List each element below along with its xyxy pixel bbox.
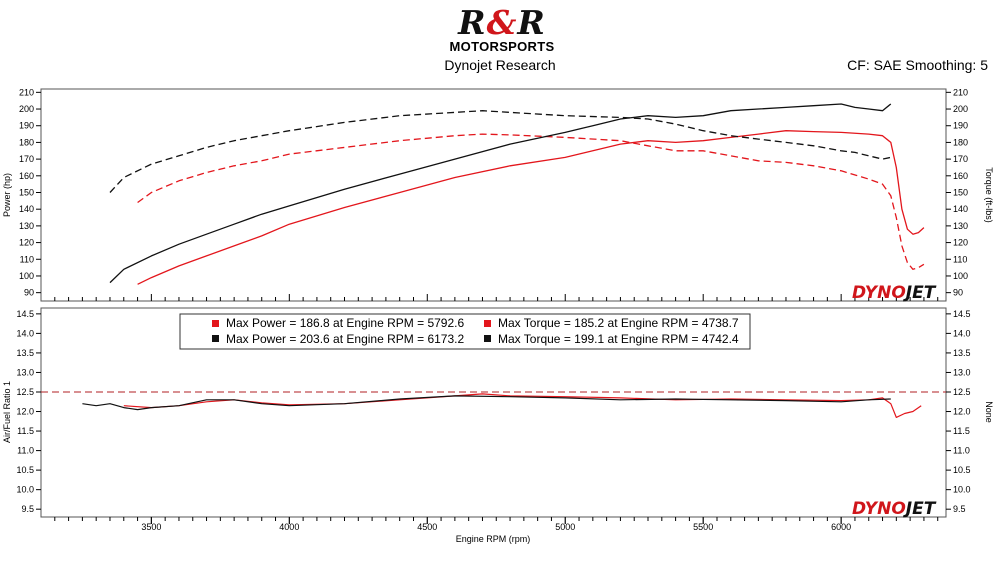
y-tick-label: 200 [953,104,968,114]
y-tick-label: 14.0 [953,328,971,338]
y-tick-label: 14.5 [16,309,34,319]
torque-axis-title: Torque (ft-lbs) [984,167,994,223]
series-line-run2-torque [109,110,891,193]
bottom-panel: 9.5 10.0 10.5 11.0 11.5 12.0 12.5 13.0 13.5 14.0 1… [2,307,994,519]
brand-part-1: DYNO [852,283,906,303]
y-tick-label: 110 [20,254,34,264]
legend: Max Power = 186.8 at Engine RPM = 5792.6… [179,313,751,350]
x-tick-label: 3500 [141,522,161,532]
top-panel: 90 100 110 120 130 140 150 160 170 180 190 200 210 9… [2,87,994,303]
x-tick-label: 6000 [831,522,851,532]
y-tick-label: 12.0 [953,407,971,417]
y-tick-label: 9.5 [953,504,966,514]
power-axis-title: Power (hp) [2,173,12,217]
y-tick-label: 12.0 [16,407,34,417]
y-tick-label: 120 [953,238,968,248]
brand-part-2: JET [903,283,937,303]
y-tick-label: 14.0 [16,328,34,338]
y-tick-label: 190 [953,121,968,131]
y-tick-label: 90 [24,288,34,298]
afr-axis-right-title: None [984,401,994,423]
afr-axis-right: 9.5 10.0 10.5 11.0 11.5 12.0 12.5 13.0 13.5 14.0 1… [946,309,971,514]
y-tick-label: 150 [953,187,968,197]
y-tick-label: 180 [19,137,34,147]
afr-axis-title: Air/Fuel Ratio 1 [2,381,12,443]
rr-motorsports-logo: R&R MOTORSPORTS [440,6,564,56]
y-tick-label: 11.0 [17,446,34,456]
power-panel-bottom-ticks [54,294,939,301]
svg-text:DYNOJET: DYNOJET [852,283,937,303]
chart-subtitle: Dynojet Research [444,57,556,73]
y-tick-label: 130 [953,221,968,231]
y-tick-label: 12.5 [16,387,34,397]
x-tick-label: 4500 [417,522,437,532]
y-tick-label: 160 [953,171,968,181]
logo-subtext: MOTORSPORTS [449,39,555,54]
y-tick-label: 13.5 [16,348,34,358]
y-tick-label: 11.5 [953,426,970,436]
x-tick-label: 5000 [555,522,575,532]
y-tick-label: 10.0 [953,485,971,495]
correction-factor-label: CF: SAE Smoothing: 5 [847,57,988,73]
x-tick-label: 4000 [279,522,299,532]
legend-run1-power: Max Power = 186.8 at Engine RPM = 5792.6 [226,316,464,330]
y-tick-label: 150 [19,187,34,197]
y-tick-label: 110 [953,254,967,264]
afr-axis: 9.5 10.0 10.5 11.0 11.5 12.0 12.5 13.0 13.5 14.0 1… [16,309,41,514]
y-tick-label: 130 [19,221,34,231]
y-tick-label: 10.0 [16,485,34,495]
power-panel-frame [40,88,947,302]
power-torque-series [109,103,925,285]
y-tick-label: 160 [19,171,34,181]
y-tick-label: 100 [953,271,968,281]
y-tick-label: 11.5 [17,426,34,436]
rpm-axis: 3500 4000 4500 5000 5500 6000 [54,517,939,532]
legend-run1-torque: Max Torque = 185.2 at Engine RPM = 4738.… [498,316,739,330]
legend-run2-power: Max Power = 203.6 at Engine RPM = 6173.2 [226,332,464,346]
legend-run2-torque: Max Torque = 199.1 at Engine RPM = 4742.… [498,332,739,346]
svg-text:DYNOJET: DYNOJET [852,499,937,519]
afr-line-run2 [82,395,891,411]
afr-series [41,391,946,418]
legend-box [179,313,751,350]
y-tick-label: 210 [953,87,968,97]
y-tick-label: 210 [19,87,34,97]
y-tick-label: 180 [953,137,968,147]
y-tick-label: 170 [19,154,34,164]
y-tick-label: 11.0 [953,446,970,456]
y-tick-label: 13.0 [953,367,971,377]
y-tick-label: 14.5 [953,309,971,319]
series-line-run2-power [109,103,892,284]
y-tick-label: 140 [953,204,968,214]
y-tick-label: 12.5 [953,387,971,397]
legend-swatch-run2-power [212,335,219,342]
y-tick-label: 120 [19,238,34,248]
y-tick-label: 100 [19,271,34,281]
y-tick-label: 190 [19,121,34,131]
brand-part-2: JET [903,499,937,519]
torque-axis: 90 100 110 120 130 140 150 160 170 180 190 200 210 [946,87,968,298]
y-tick-label: 170 [953,154,968,164]
legend-swatch-run1-torque [484,320,491,327]
series-line-run1-power [137,130,925,285]
brand-part-1: DYNO [852,499,906,519]
power-axis: 90 100 110 120 130 140 150 160 170 180 190 200 210 [19,87,41,298]
y-tick-label: 9.5 [21,504,34,514]
y-tick-label: 10.5 [16,465,34,475]
y-tick-label: 200 [19,104,34,114]
y-tick-label: 10.5 [953,465,971,475]
dynojet-brand-top: DYNOJET [852,283,937,303]
legend-swatch-run2-torque [484,335,491,342]
rpm-axis-title: Engine RPM (rpm) [456,534,531,544]
dynojet-brand-bottom: DYNOJET [852,499,937,519]
y-tick-label: 13.0 [16,367,34,377]
series-line-run1-torque [137,133,925,270]
logo-mark: R&R [458,3,546,42]
y-tick-label: 140 [19,204,34,214]
x-tick-label: 5500 [693,522,713,532]
y-tick-label: 13.5 [953,348,971,358]
legend-swatch-run1-power [212,320,219,327]
y-tick-label: 90 [953,288,963,298]
